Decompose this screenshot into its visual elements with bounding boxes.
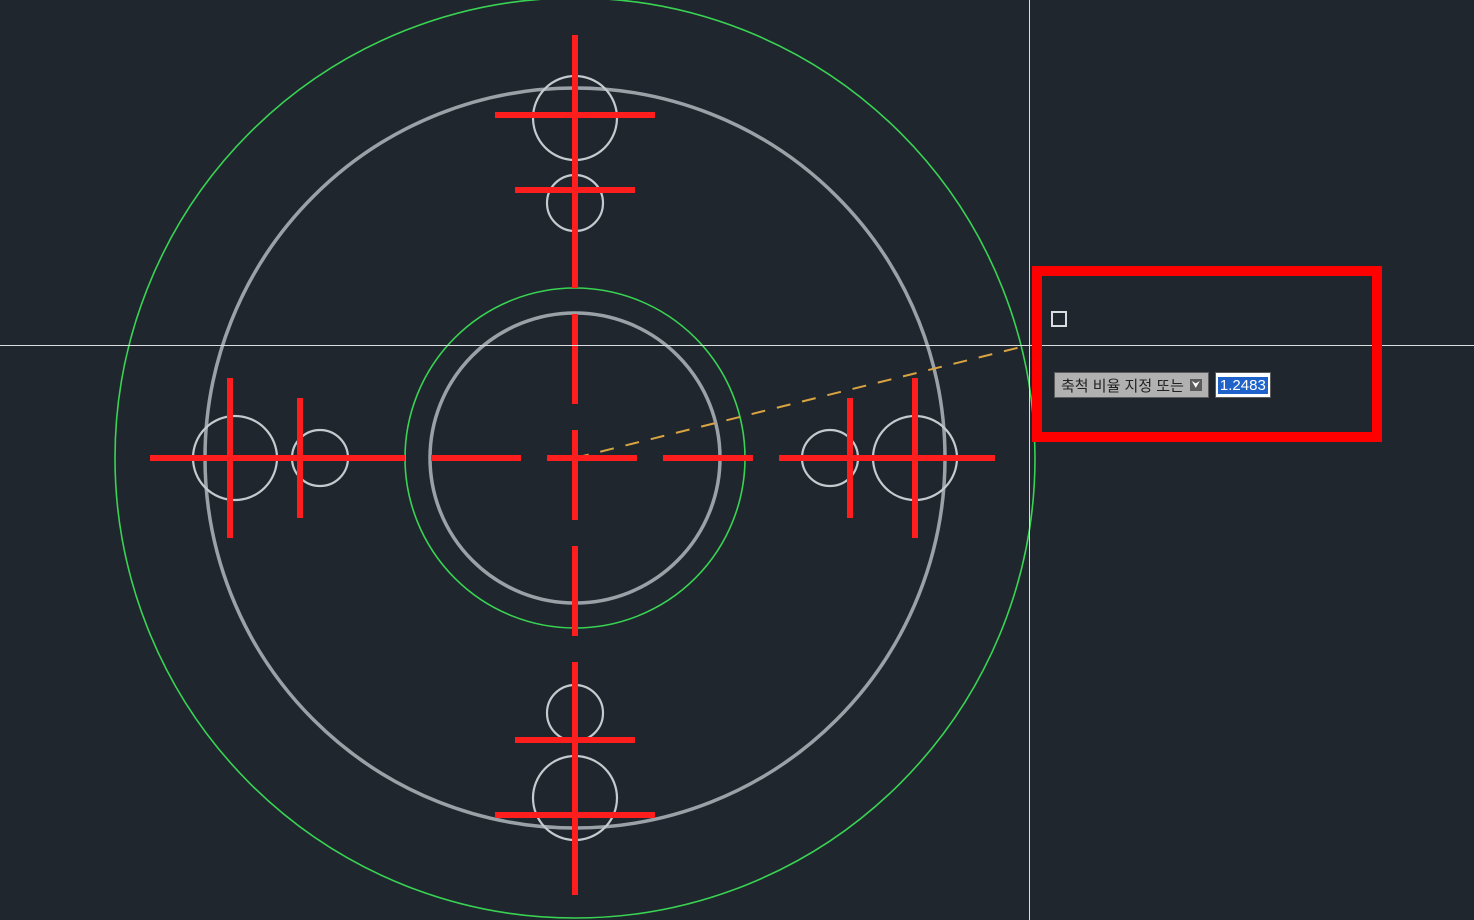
crosshair-vertical	[1029, 0, 1030, 920]
dynamic-input-prompt[interactable]: 축척 비율 지정 또는 ⮟ 1.2483	[1054, 372, 1271, 398]
drawing-canvas[interactable]	[0, 0, 1474, 920]
annotation-callout	[1032, 266, 1382, 442]
prompt-label[interactable]: 축척 비율 지정 또는 ⮟	[1054, 372, 1209, 398]
prompt-label-text: 축척 비율 지정 또는	[1061, 375, 1184, 396]
dropdown-icon[interactable]: ⮟	[1190, 379, 1202, 391]
scale-factor-value: 1.2483	[1218, 377, 1268, 394]
scale-factor-input[interactable]: 1.2483	[1215, 372, 1271, 398]
cursor-pickbox	[1051, 311, 1067, 327]
cad-viewport[interactable]: 축척 비율 지정 또는 ⮟ 1.2483	[0, 0, 1474, 920]
